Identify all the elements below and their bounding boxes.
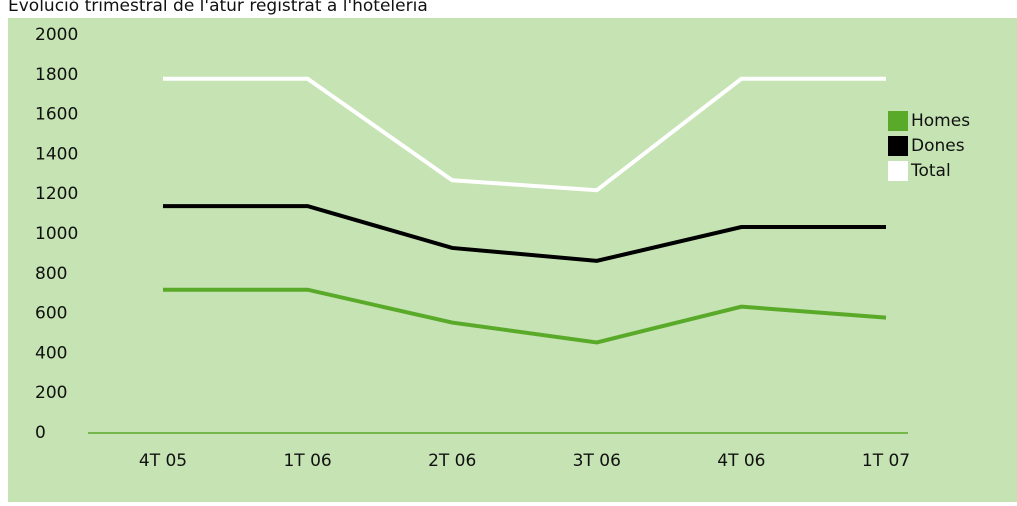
chart-title: Evolució trimestral de l'atur registrat …	[8, 0, 428, 16]
x-tick-label: 4T 05	[139, 451, 187, 471]
legend-label: Homes	[911, 111, 970, 131]
legend-swatch	[888, 161, 908, 181]
legend-label: Total	[910, 161, 951, 181]
y-tick-label: 0	[35, 423, 46, 443]
legend-label: Dones	[911, 136, 965, 156]
x-tick-label: 2T 06	[428, 451, 476, 471]
line	[163, 76, 886, 193]
y-tick-label: 200	[35, 383, 67, 403]
y-tick-label: 1600	[35, 105, 78, 125]
y-tick-label: 1000	[35, 224, 78, 244]
y-tick-label: 1200	[35, 184, 78, 204]
y-tick-label: 800	[35, 264, 67, 284]
legend-swatch	[888, 111, 908, 131]
x-tick-label: 3T 06	[573, 451, 621, 471]
y-tick-label: 600	[35, 304, 67, 324]
x-tick-label: 1T 07	[862, 451, 910, 471]
legend-swatch	[888, 136, 908, 156]
line	[163, 287, 887, 345]
x-tick-label: 1T 06	[283, 451, 331, 471]
plot-background	[8, 18, 1017, 502]
y-tick-label: 1400	[35, 144, 78, 164]
line	[163, 204, 886, 263]
y-tick-label: 1800	[35, 65, 78, 85]
x-tick-label: 4T 06	[717, 451, 765, 471]
y-tick-label: 2000	[35, 25, 78, 45]
y-tick-label: 400	[35, 343, 67, 363]
